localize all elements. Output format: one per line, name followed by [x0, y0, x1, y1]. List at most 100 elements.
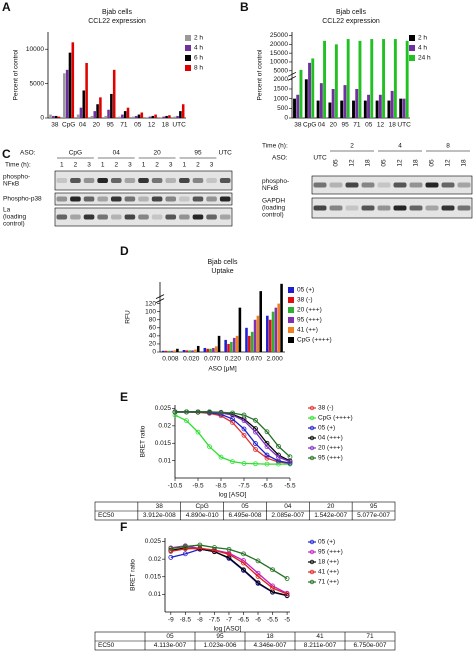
- data-point: [287, 454, 293, 460]
- group-label: CpG: [69, 150, 82, 157]
- data-point: [264, 429, 270, 435]
- bar: [54, 115, 58, 118]
- bar: [162, 116, 166, 118]
- bar: [167, 350, 171, 352]
- lane-label: 12: [397, 159, 404, 167]
- blot-row-label: control): [262, 212, 284, 219]
- blot-band: [151, 214, 163, 220]
- blot-band: [313, 182, 327, 188]
- blot-band: [151, 196, 163, 202]
- bar: [161, 350, 165, 352]
- data-point: [270, 585, 275, 591]
- bar: [206, 348, 209, 352]
- bar: [235, 335, 239, 352]
- x-tick-label: 38: [294, 122, 302, 129]
- x-tick-label: 18: [389, 122, 397, 129]
- bar: [253, 319, 257, 352]
- table-header: 04: [284, 503, 292, 510]
- x-tick-label: -10.5: [168, 483, 183, 490]
- x-tick-label: 0.070: [204, 356, 221, 363]
- bar: [328, 102, 332, 118]
- blot-band: [83, 178, 95, 183]
- bar: [238, 307, 242, 352]
- series-line: [175, 411, 291, 458]
- y-tick-label: 10000: [26, 46, 44, 53]
- bar: [191, 350, 194, 352]
- bar: [76, 114, 80, 118]
- blot-band: [425, 182, 439, 188]
- data-point: [168, 554, 174, 560]
- group-label: 04: [113, 150, 121, 157]
- bar: [165, 115, 168, 118]
- table-cell: 8.211e-007: [304, 642, 337, 649]
- bar: [323, 40, 327, 118]
- bar: [151, 115, 155, 118]
- x-tick-label: -6.5: [261, 483, 273, 490]
- blot-row-label: GAPDH: [262, 198, 285, 205]
- bar: [182, 349, 186, 352]
- lane-label: 05: [333, 159, 340, 167]
- data-point: [207, 444, 212, 450]
- bar: [132, 116, 135, 118]
- blot-band: [70, 214, 81, 220]
- blot-band: [219, 196, 231, 202]
- legend-label: 2 h: [194, 35, 203, 42]
- data-point: [241, 551, 246, 557]
- blot-band: [70, 196, 81, 202]
- table-cell: 6.495e-008: [229, 512, 262, 519]
- bar: [245, 327, 248, 352]
- bar: [370, 39, 374, 118]
- bar: [176, 115, 179, 118]
- blot-band: [192, 214, 204, 220]
- data-point: [241, 418, 247, 424]
- x-tick-label: 71: [120, 122, 128, 129]
- bar: [402, 98, 406, 118]
- y-tick-label: 5000: [274, 67, 289, 74]
- y-tick-label: 0.015: [155, 440, 172, 447]
- bar: [268, 319, 272, 352]
- legend-label: 24 h: [418, 55, 431, 62]
- blot-band: [377, 182, 391, 188]
- data-point: [230, 410, 235, 416]
- data-point: [284, 591, 290, 597]
- legend-label: 41 (++): [297, 327, 318, 334]
- y-tick-label: 0.01: [158, 457, 171, 464]
- legend-label: 38 (-): [318, 405, 334, 412]
- x-tick-label: -5.5: [267, 617, 279, 624]
- bar: [217, 335, 221, 352]
- bar: [224, 339, 227, 352]
- y-tick-label: 0: [152, 349, 156, 356]
- table-header: 05: [241, 503, 249, 510]
- legend-marker: [309, 445, 315, 451]
- bar: [358, 40, 362, 118]
- blot-band: [83, 214, 95, 220]
- bar: [194, 349, 197, 352]
- bar: [387, 100, 391, 118]
- blot-strip: [54, 207, 233, 227]
- lane-label: 1: [142, 162, 146, 169]
- x-tick-label: -7.5: [209, 617, 221, 624]
- table-cell: 6.750e-007: [354, 642, 387, 649]
- data-point: [255, 558, 261, 564]
- blot-band: [409, 182, 423, 188]
- y-tick-label: 25000: [270, 32, 288, 39]
- legend-swatch: [288, 327, 294, 333]
- blot-band: [124, 178, 136, 183]
- bar: [382, 39, 386, 118]
- legend-swatch: [288, 297, 294, 303]
- bar: [203, 347, 207, 352]
- blot-row-label: La: [3, 207, 11, 214]
- data-point: [197, 545, 203, 551]
- blot-band: [179, 196, 190, 202]
- blot-band: [206, 214, 217, 220]
- legend-marker: [309, 559, 315, 565]
- group-label-title: Time (h):: [262, 143, 288, 150]
- legend-label: 6 h: [194, 55, 203, 62]
- bar: [390, 90, 394, 118]
- bar: [104, 115, 107, 118]
- blot-band: [361, 182, 375, 188]
- x-tick-label: -8.5: [180, 617, 192, 624]
- blot-band: [56, 178, 68, 183]
- x-axis-label: ASO [μM]: [208, 366, 236, 373]
